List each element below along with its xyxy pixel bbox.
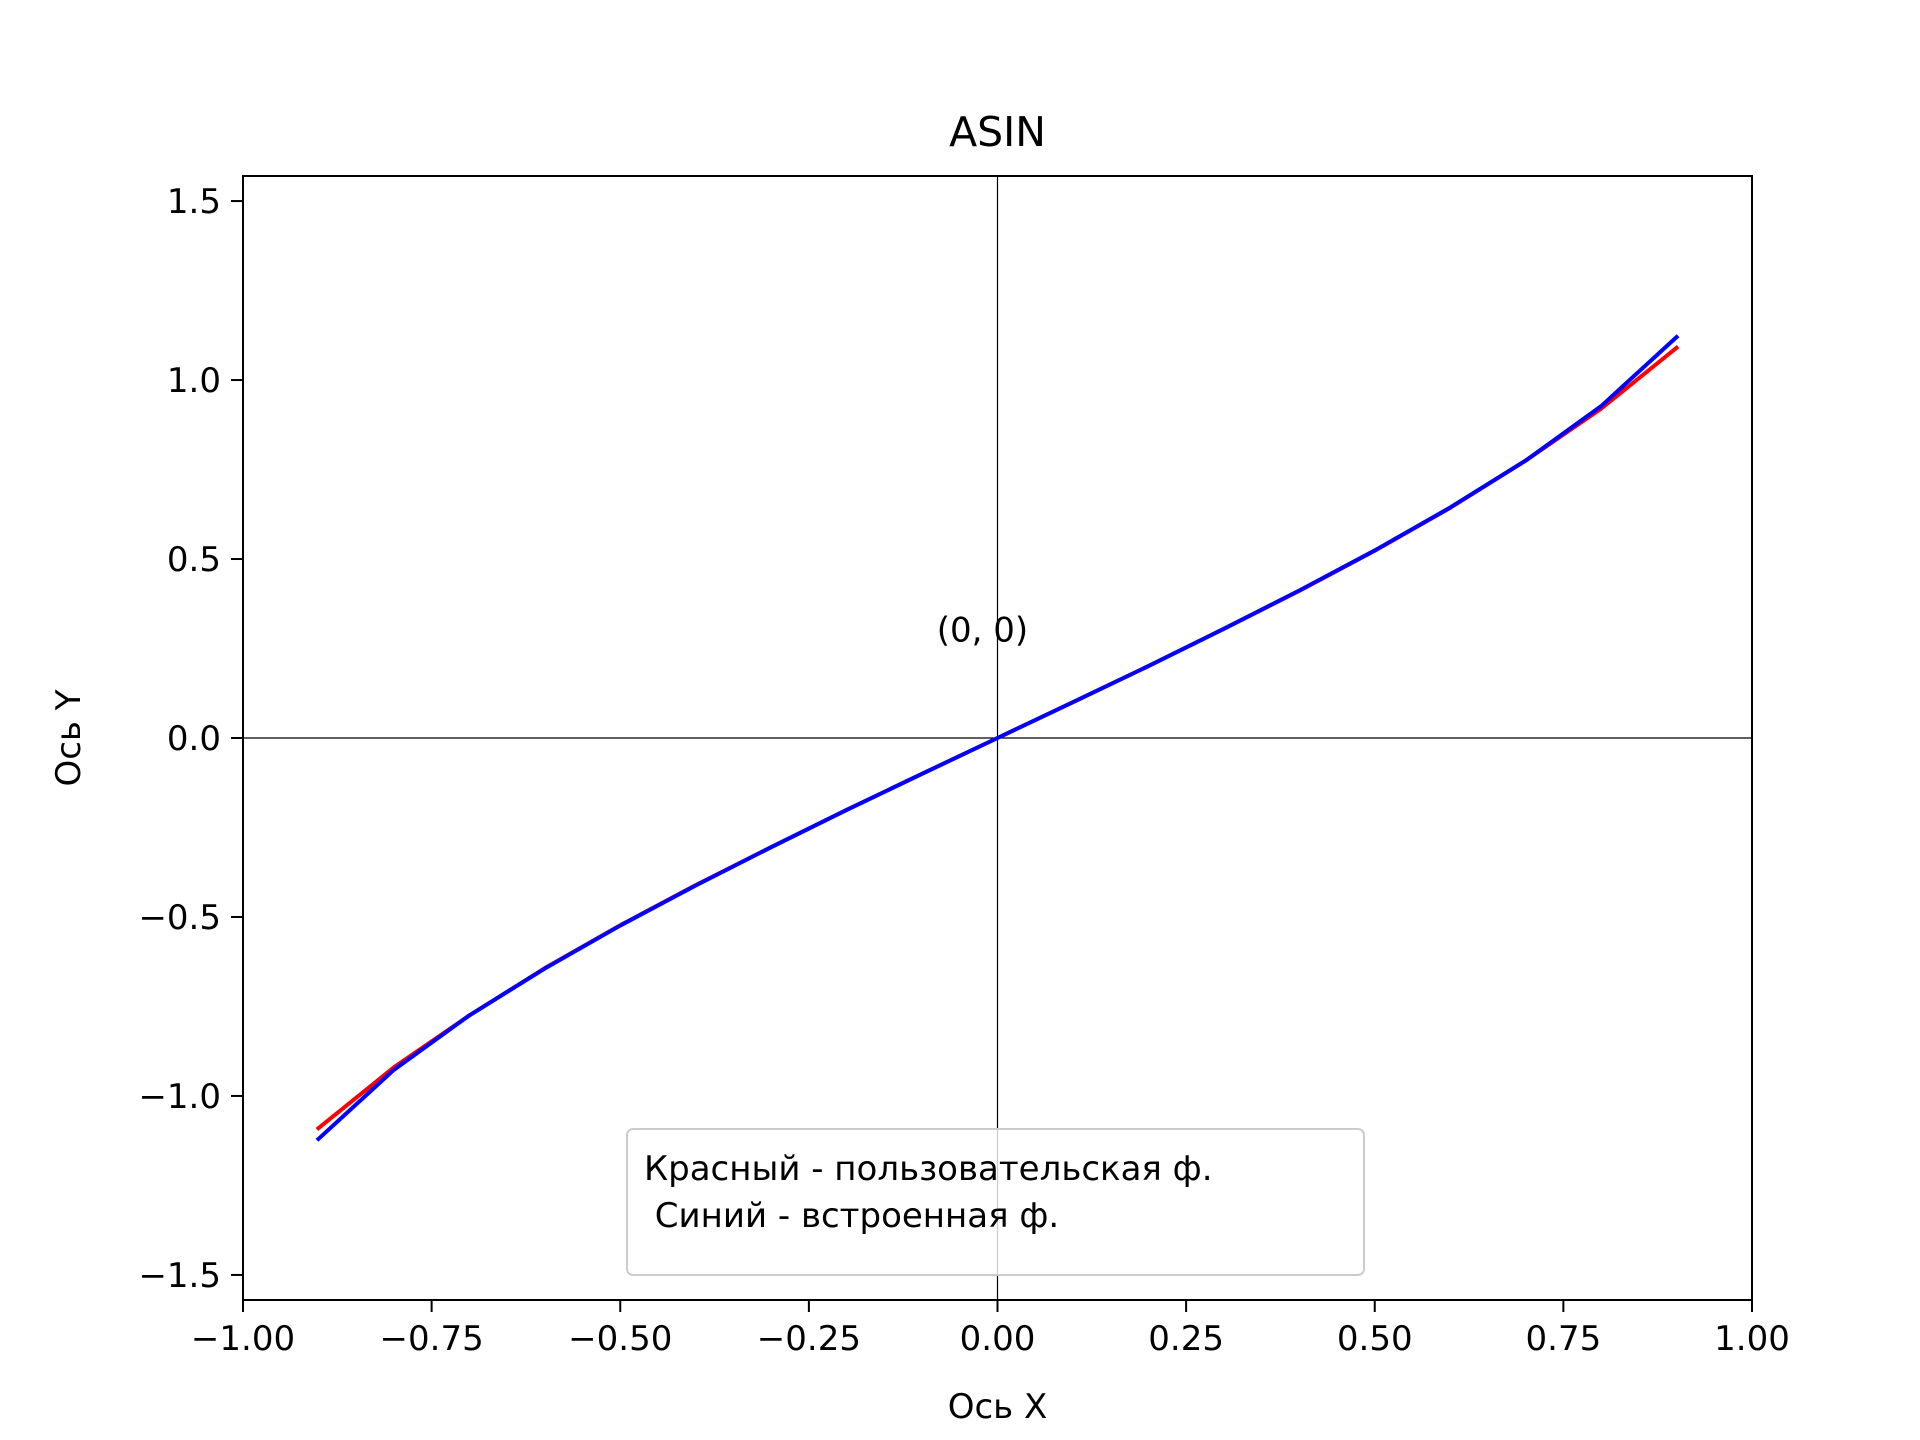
y-axis: −1.5 −1.0 −0.5 0.0 0.5 1.0 1.5 xyxy=(138,182,243,1296)
legend-entry: Синий - встроенная ф. xyxy=(644,1196,1059,1236)
x-tick-label: 1.00 xyxy=(1714,1319,1790,1359)
y-tick-label: −1.5 xyxy=(138,1256,221,1296)
x-tick-label: −0.25 xyxy=(757,1319,861,1359)
x-tick-label: −0.50 xyxy=(568,1319,672,1359)
y-tick-label: 0.0 xyxy=(167,719,221,759)
y-tick-label: −1.0 xyxy=(138,1077,221,1117)
x-tick-label: 0.50 xyxy=(1337,1319,1413,1359)
y-tick-label: 1.0 xyxy=(167,361,221,401)
x-tick-label: 0.00 xyxy=(960,1319,1036,1359)
chart-title: ASIN xyxy=(949,108,1046,156)
y-tick-label: 0.5 xyxy=(167,540,221,580)
legend-box xyxy=(626,1128,1365,1276)
legend: Красный - пользовательская ф. Синий - вс… xyxy=(626,1128,1365,1276)
x-tick-label: 0.25 xyxy=(1148,1319,1224,1359)
series-layer xyxy=(315,334,1680,1142)
series-line-1 xyxy=(315,334,1680,1142)
x-axis-label: Ось X xyxy=(948,1387,1048,1427)
y-tick-label: −0.5 xyxy=(138,898,221,938)
y-axis-label: Ось Y xyxy=(49,689,89,786)
y-tick-label: 1.5 xyxy=(167,182,221,222)
x-tick-label: −1.00 xyxy=(191,1319,295,1359)
legend-entry: Красный - пользовательская ф. xyxy=(644,1149,1213,1189)
origin-annotation: (0, 0) xyxy=(937,610,1028,650)
x-tick-label: −0.75 xyxy=(380,1319,484,1359)
x-axis: −1.00 −0.75 −0.50 −0.25 0.00 0.25 0.50 0.75 1.00 xyxy=(191,1300,1790,1359)
x-tick-label: 0.75 xyxy=(1526,1319,1602,1359)
